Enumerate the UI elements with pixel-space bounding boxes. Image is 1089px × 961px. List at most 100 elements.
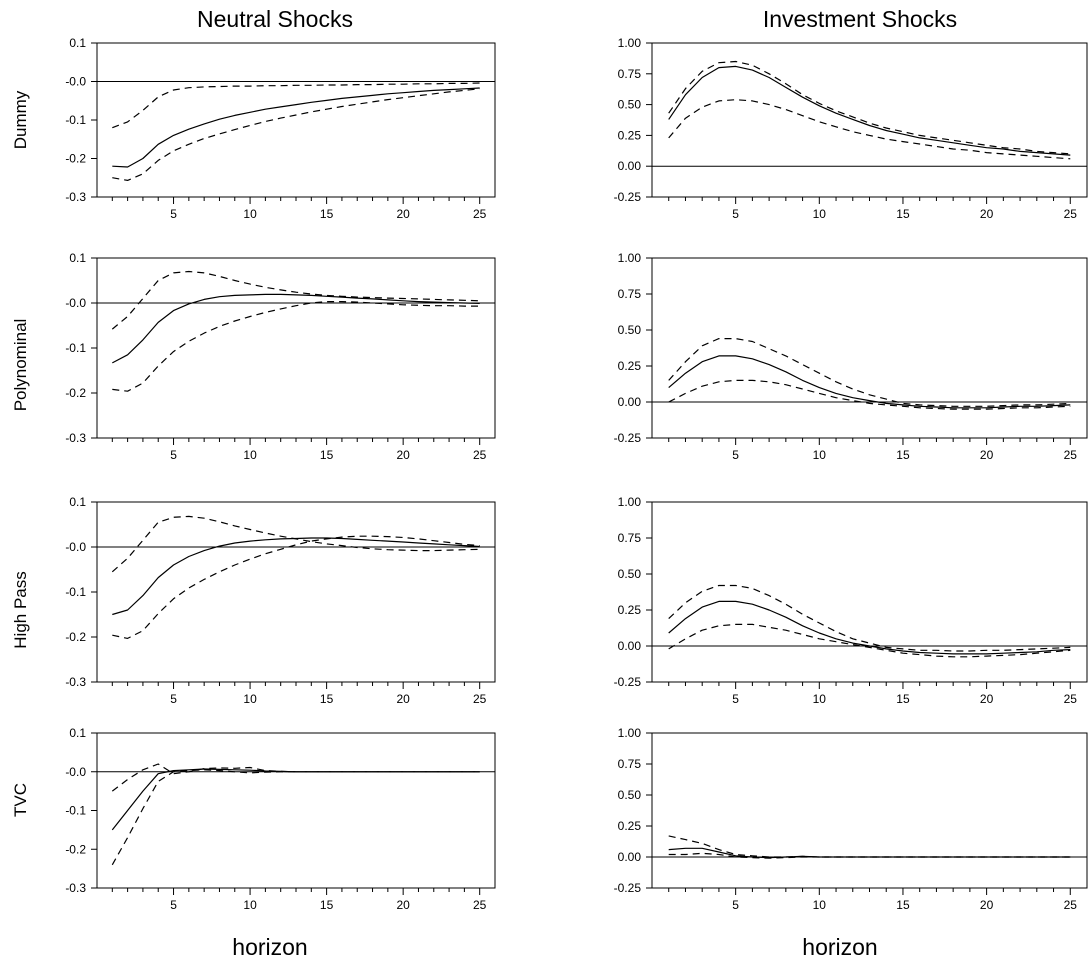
x-tick-label: 25 bbox=[473, 692, 487, 706]
column-title-neutral-shocks: Neutral Shocks bbox=[197, 6, 353, 32]
x-tick-label: 20 bbox=[396, 448, 410, 462]
x-tick-label: 10 bbox=[243, 898, 257, 912]
y-tick-label: 0.50 bbox=[618, 323, 642, 337]
x-tick-label: 10 bbox=[813, 448, 827, 462]
y-tick-label: 1.00 bbox=[618, 726, 642, 740]
row-label-tvc: TVC bbox=[11, 783, 30, 817]
y-tick-label: 0.00 bbox=[618, 395, 642, 409]
x-tick-label: 20 bbox=[396, 207, 410, 221]
panel-investment-shocks-high-pass: 5 10 15 20 25 1.00 0.75 0.50 0.25 0.00 -0.25 bbox=[614, 495, 1088, 706]
column-title-investment-shocks: Investment Shocks bbox=[763, 6, 957, 32]
plot-frame bbox=[96, 501, 496, 683]
x-tick-label: 5 bbox=[732, 448, 739, 462]
x-tick-label: 15 bbox=[320, 692, 334, 706]
response-line-0 bbox=[112, 537, 480, 616]
plot-frame bbox=[96, 732, 496, 889]
x-axis-label-neutral: horizon bbox=[232, 934, 307, 960]
y-tick-label: 0.75 bbox=[618, 757, 642, 771]
chart-panels: 5 10 15 20 25 0.1 -0.0 -0.1 -0.2 -0.3 5 10 15 20 25 1.0… bbox=[65, 36, 1088, 912]
panel-investment-shocks-tvc: 5 10 15 20 25 1.00 0.75 0.50 0.25 0.00 -0.25 bbox=[614, 726, 1088, 912]
confidence-band-line-2 bbox=[111, 769, 480, 866]
y-tick-label: 0.75 bbox=[618, 531, 642, 545]
x-tick-label: 5 bbox=[732, 207, 739, 221]
x-tick-label: 15 bbox=[320, 448, 334, 462]
x-tick-label: 10 bbox=[243, 692, 257, 706]
y-tick-label: 0.75 bbox=[618, 67, 642, 81]
y-tick-label: 1.00 bbox=[618, 495, 642, 509]
x-tick-label: 10 bbox=[243, 448, 257, 462]
confidence-band-line-1 bbox=[111, 515, 480, 573]
x-tick-label: 25 bbox=[473, 207, 487, 221]
plot-frame bbox=[651, 732, 1088, 889]
y-tick-label: -0.0 bbox=[65, 296, 86, 310]
y-tick-label: -0.3 bbox=[65, 675, 86, 689]
confidence-band-line-2 bbox=[112, 88, 480, 181]
y-tick-label: -0.25 bbox=[614, 881, 642, 895]
x-tick-label: 20 bbox=[396, 898, 410, 912]
x-tick-label: 25 bbox=[1064, 207, 1078, 221]
y-tick-label: -0.3 bbox=[65, 881, 86, 895]
plot-frame bbox=[96, 42, 496, 198]
x-tick-label: 25 bbox=[1064, 898, 1078, 912]
x-tick-label: 20 bbox=[980, 692, 994, 706]
y-tick-label: -0.2 bbox=[65, 842, 86, 856]
y-tick-label: 0.00 bbox=[618, 639, 642, 653]
x-tick-label: 20 bbox=[980, 898, 994, 912]
confidence-band-line-1 bbox=[112, 82, 480, 129]
plot-frame bbox=[96, 257, 496, 439]
x-tick-label: 15 bbox=[896, 448, 910, 462]
y-tick-label: 1.00 bbox=[618, 36, 642, 50]
y-tick-label: -0.2 bbox=[65, 386, 86, 400]
x-tick-label: 25 bbox=[473, 448, 487, 462]
response-line-0 bbox=[668, 355, 1071, 409]
y-tick-label: 0.50 bbox=[618, 98, 642, 112]
x-tick-label: 20 bbox=[980, 207, 994, 221]
confidence-band-line-1 bbox=[668, 338, 1071, 407]
y-tick-label: -0.25 bbox=[614, 675, 642, 689]
y-tick-label: -0.25 bbox=[614, 190, 642, 204]
confidence-band-line-1 bbox=[111, 763, 480, 792]
x-tick-label: 20 bbox=[980, 448, 994, 462]
y-tick-label: 0.50 bbox=[618, 567, 642, 581]
panel-neutral-shocks-dummy: 5 10 15 20 25 0.1 -0.0 -0.1 -0.2 -0.3 bbox=[65, 36, 496, 221]
x-axis-label-investment: horizon bbox=[802, 934, 877, 960]
y-tick-label: 0.50 bbox=[618, 788, 642, 802]
x-tick-label: 15 bbox=[320, 207, 334, 221]
row-label-polynominal: Polynominal bbox=[11, 319, 30, 412]
x-tick-label: 5 bbox=[170, 898, 177, 912]
confidence-band-line-1 bbox=[111, 270, 480, 330]
response-line-0 bbox=[112, 87, 480, 168]
y-tick-label: 0.25 bbox=[618, 359, 642, 373]
y-tick-label: -0.25 bbox=[614, 431, 642, 445]
panel-neutral-shocks-polynominal: 5 10 15 20 25 0.1 -0.0 -0.1 -0.2 -0.3 bbox=[65, 251, 496, 462]
confidence-band-line-1 bbox=[668, 835, 1071, 858]
confidence-band-line-2 bbox=[668, 99, 1071, 160]
panel-neutral-shocks-high-pass: 5 10 15 20 25 0.1 -0.0 -0.1 -0.2 -0.3 bbox=[65, 495, 496, 706]
response-line-0 bbox=[111, 768, 480, 831]
panel-investment-shocks-polynominal: 5 10 15 20 25 1.00 0.75 0.50 0.25 0.00 -0.25 bbox=[614, 251, 1088, 462]
x-tick-label: 5 bbox=[732, 692, 739, 706]
y-tick-label: -0.0 bbox=[65, 765, 86, 779]
y-tick-label: 0.75 bbox=[618, 287, 642, 301]
confidence-band-line-2 bbox=[112, 301, 480, 392]
x-tick-label: 10 bbox=[243, 207, 257, 221]
y-tick-label: -0.2 bbox=[65, 630, 86, 644]
response-line-0 bbox=[112, 293, 480, 364]
y-tick-label: -0.0 bbox=[65, 540, 86, 554]
x-tick-label: 25 bbox=[1064, 692, 1078, 706]
plot-frame bbox=[651, 257, 1088, 439]
y-tick-label: 0.25 bbox=[618, 128, 642, 142]
x-tick-label: 15 bbox=[320, 898, 334, 912]
plot-frame bbox=[651, 42, 1088, 198]
y-tick-label: -0.1 bbox=[65, 804, 86, 818]
x-tick-label: 10 bbox=[813, 898, 827, 912]
x-tick-label: 5 bbox=[170, 207, 177, 221]
y-tick-label: -0.1 bbox=[65, 585, 86, 599]
y-tick-label: -0.1 bbox=[65, 341, 86, 355]
confidence-band-line-2 bbox=[668, 379, 1071, 410]
response-line-0 bbox=[668, 65, 1071, 156]
panel-investment-shocks-dummy: 5 10 15 20 25 1.00 0.75 0.50 0.25 0.00 -0.25 bbox=[614, 36, 1088, 221]
x-tick-label: 15 bbox=[896, 207, 910, 221]
y-tick-label: -0.3 bbox=[65, 190, 86, 204]
